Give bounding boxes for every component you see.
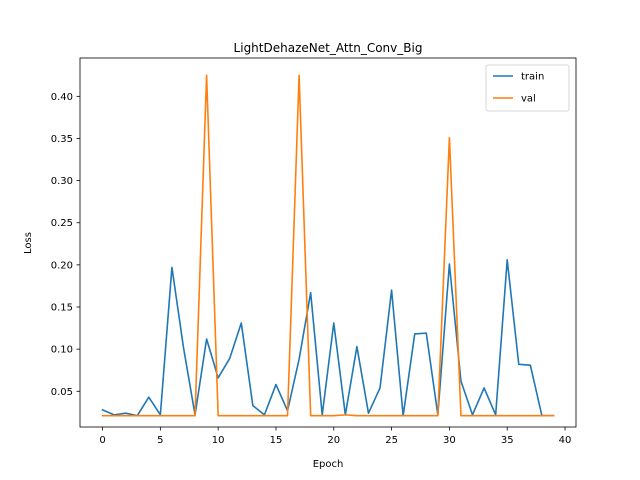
y-tick-label: 0.25 [51, 218, 73, 229]
y-tick-label: 0.10 [51, 345, 73, 356]
axes-layer: 0 5 10 15 20 25 30 35 40 0.05 0.10 0.15 0.20 0.25 0.30… [51, 92, 572, 446]
x-tick-label: 15 [270, 435, 283, 446]
chart-title: LightDehazeNet_Attn_Conv_Big [234, 41, 423, 55]
y-axis-label: Loss [23, 232, 34, 254]
legend-label-train: train [521, 72, 544, 83]
plot-frame [79, 57, 577, 428]
x-axis-label: Epoch [313, 459, 344, 470]
series-layer [101, 74, 555, 417]
y-tick-label: 0.30 [51, 176, 73, 187]
legend-label-val: val [521, 94, 536, 105]
series-line-train [101, 259, 555, 417]
y-tick-label: 0.40 [51, 92, 73, 103]
y-tick-label: 0.20 [51, 260, 73, 271]
x-tick-label: 5 [157, 435, 163, 446]
x-tick-label: 20 [327, 435, 340, 446]
x-tick-label: 35 [501, 435, 514, 446]
x-tick-label: 0 [99, 435, 105, 446]
y-tick-label: 0.15 [51, 303, 73, 314]
x-tick-label: 10 [212, 435, 225, 446]
x-tick-label: 40 [559, 435, 572, 446]
y-tick-label: 0.05 [51, 387, 73, 398]
x-tick-label: 25 [385, 435, 398, 446]
y-tick-label: 0.35 [51, 134, 73, 145]
x-tick-label: 30 [443, 435, 456, 446]
series-line-val [101, 74, 555, 417]
legend: train val [485, 64, 570, 112]
